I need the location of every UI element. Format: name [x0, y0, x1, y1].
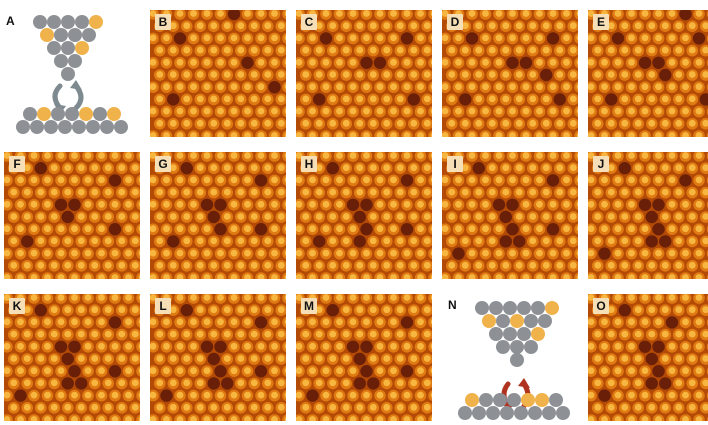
panel-label-l: L	[155, 298, 171, 314]
stm-surface-texture	[4, 152, 140, 279]
tip-atoms	[33, 15, 103, 81]
panel-label-g: G	[155, 156, 171, 172]
panel-a-diagram: A	[0, 10, 140, 140]
stm-panel-c: C	[296, 10, 432, 137]
panel-label-d: D	[447, 14, 463, 30]
panel-label-k: K	[9, 298, 25, 314]
stm-surface-texture	[150, 10, 286, 137]
stm-panel-f: F	[4, 152, 140, 279]
stm-panel-b: B	[150, 10, 286, 137]
panel-label-a: A	[6, 14, 15, 28]
panel-label-c: C	[301, 14, 317, 30]
stm-surface-texture	[296, 10, 432, 137]
panel-label-o: O	[593, 298, 609, 314]
stm-panel-k: K	[4, 294, 140, 421]
panel-label-j: J	[593, 156, 609, 172]
panel-label-f: F	[9, 156, 25, 172]
stm-panel-h: H	[296, 152, 432, 279]
stm-surface-texture	[4, 294, 140, 421]
panel-label-m: M	[301, 298, 317, 314]
panel-label-h: H	[301, 156, 317, 172]
panel-label-e: E	[593, 14, 609, 30]
swap-arrows-icon	[52, 83, 84, 111]
stm-surface-texture	[442, 10, 578, 137]
stm-surface-texture	[150, 152, 286, 279]
stm-surface-texture	[588, 152, 708, 279]
stm-panel-d: D	[442, 10, 578, 137]
tip-surface-diagram-n	[458, 301, 570, 420]
stm-surface-texture	[588, 294, 708, 421]
panel-label-b: B	[155, 14, 171, 30]
tip-surface-diagram-a	[16, 15, 128, 134]
panel-label-n: N	[448, 298, 457, 312]
stm-panel-j: J	[588, 152, 708, 279]
stm-surface-texture	[296, 152, 432, 279]
surface-atoms-n	[458, 393, 570, 420]
stm-panel-o: O	[588, 294, 708, 425]
stm-panel-m: M	[296, 294, 432, 421]
tip-atoms-n	[475, 301, 559, 367]
stm-panel-i: I	[442, 152, 578, 279]
panel-label-i: I	[447, 156, 463, 172]
panel-n-diagram: N	[442, 294, 582, 425]
stm-panel-l: L	[150, 294, 286, 421]
stm-panel-g: G	[150, 152, 286, 279]
surface-atoms	[16, 107, 128, 134]
stm-panel-e: E	[588, 10, 708, 137]
